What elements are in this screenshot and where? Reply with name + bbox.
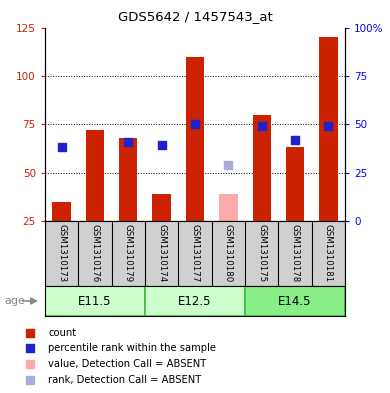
Bar bbox=[219, 194, 238, 221]
Text: GSM1310180: GSM1310180 bbox=[224, 224, 233, 282]
Text: GSM1310176: GSM1310176 bbox=[90, 224, 99, 282]
Text: value, Detection Call = ABSENT: value, Detection Call = ABSENT bbox=[48, 359, 206, 369]
Text: E12.5: E12.5 bbox=[178, 294, 212, 308]
Text: GSM1310174: GSM1310174 bbox=[157, 224, 166, 282]
Text: GSM1310173: GSM1310173 bbox=[57, 224, 66, 282]
Text: E11.5: E11.5 bbox=[78, 294, 112, 308]
Point bbox=[294, 127, 300, 133]
Point bbox=[259, 123, 265, 129]
Bar bbox=[45, 286, 145, 316]
Text: GSM1310179: GSM1310179 bbox=[124, 224, 133, 282]
Bar bbox=[319, 37, 338, 221]
Bar bbox=[186, 57, 204, 221]
Bar bbox=[286, 147, 304, 221]
Bar bbox=[119, 138, 137, 221]
Text: GSM1310181: GSM1310181 bbox=[324, 224, 333, 282]
Text: GSM1310177: GSM1310177 bbox=[190, 224, 200, 282]
Point bbox=[294, 270, 300, 277]
Bar bbox=[253, 114, 271, 221]
Text: count: count bbox=[48, 328, 76, 338]
Bar bbox=[86, 130, 104, 221]
Text: GDS5642 / 1457543_at: GDS5642 / 1457543_at bbox=[118, 10, 272, 23]
Text: GSM1310178: GSM1310178 bbox=[291, 224, 300, 282]
Bar bbox=[152, 194, 171, 221]
Text: rank, Detection Call = ABSENT: rank, Detection Call = ABSENT bbox=[48, 375, 202, 385]
Point bbox=[158, 142, 165, 149]
Bar bbox=[145, 286, 245, 316]
Bar bbox=[52, 202, 71, 221]
Text: GSM1310175: GSM1310175 bbox=[257, 224, 266, 282]
Point bbox=[292, 136, 298, 143]
Point bbox=[192, 121, 198, 127]
Text: percentile rank within the sample: percentile rank within the sample bbox=[48, 343, 216, 353]
Point bbox=[58, 144, 65, 151]
Point bbox=[325, 123, 332, 129]
Bar bbox=[245, 286, 345, 316]
Point bbox=[125, 138, 131, 145]
Text: age: age bbox=[4, 296, 25, 306]
Point bbox=[225, 162, 232, 168]
Text: E14.5: E14.5 bbox=[278, 294, 312, 308]
